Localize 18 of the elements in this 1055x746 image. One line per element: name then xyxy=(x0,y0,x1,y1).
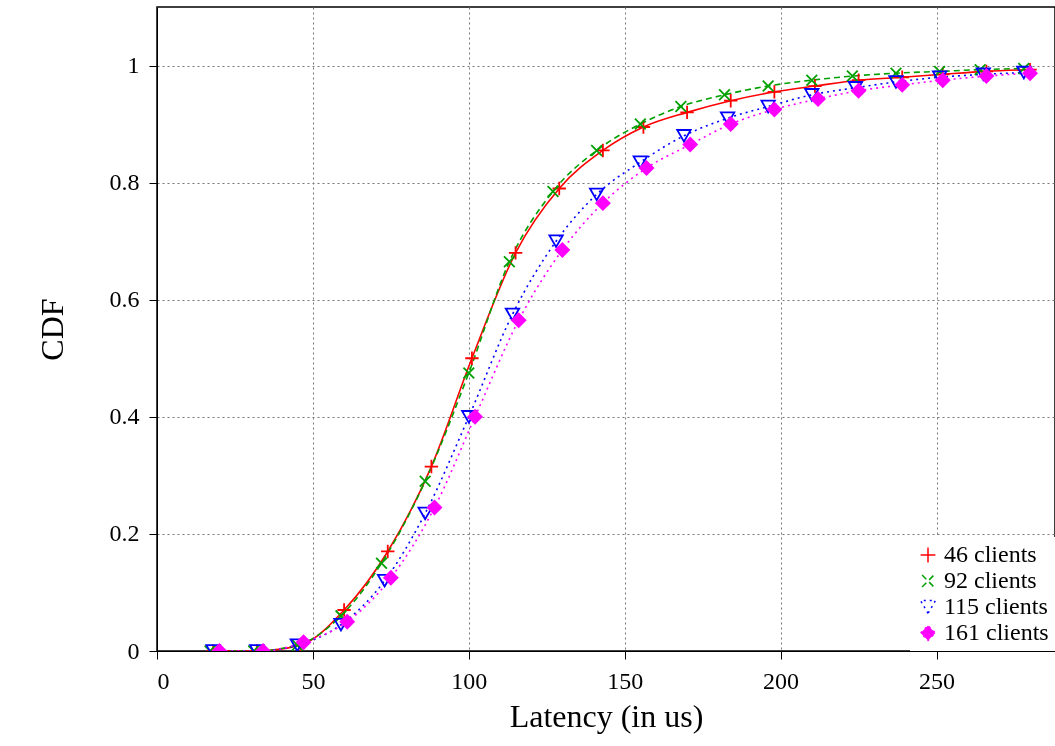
legend-label: 115 clients xyxy=(944,593,1048,619)
legend-label: 92 clients xyxy=(944,567,1037,593)
x-tick-label: 50 xyxy=(301,667,326,694)
y-tick-label: 0 xyxy=(127,637,140,664)
y-tick-label: 0.4 xyxy=(109,403,140,430)
y-tick-label: 1 xyxy=(127,52,140,79)
x-tick-label: 200 xyxy=(763,667,800,694)
legend-label: 161 clients xyxy=(944,619,1049,645)
legend-label: 46 clients xyxy=(944,541,1037,567)
y-axis-title: CDF xyxy=(33,298,70,361)
y-tick-label: 0.8 xyxy=(109,169,140,196)
y-tick-label: 0.2 xyxy=(109,520,140,547)
x-tick-label: 250 xyxy=(919,667,956,694)
x-tick-label: 100 xyxy=(451,667,488,694)
y-tick-label: 0.6 xyxy=(109,286,140,313)
x-tick-label: 0 xyxy=(157,667,170,694)
x-tick-label: 150 xyxy=(607,667,644,694)
x-axis-title: Latency (in us) xyxy=(509,697,704,734)
